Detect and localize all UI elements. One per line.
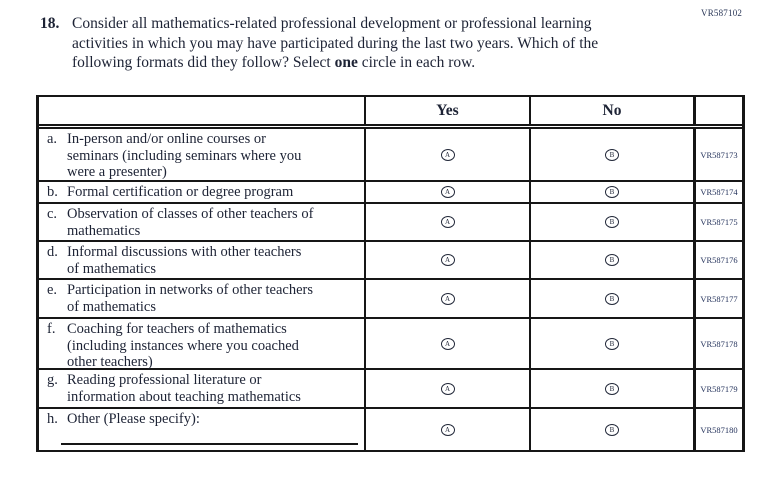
row-text: Other (Please specify): [67,411,200,427]
table-row: h. Other (Please specify): A B VR587180 [39,409,742,450]
no-cell: B [531,182,696,202]
question-number: 18. [40,15,60,32]
yes-cell: A [366,409,531,450]
question-block: 18. Consider all mathematics-related pro… [40,14,712,73]
row-text: Informal discussions with other teachers… [67,244,302,277]
yes-option-bubble[interactable]: A [440,337,455,350]
no-option-bubble[interactable]: B [605,216,619,228]
row-label: f. [47,321,56,337]
header-stem-empty [39,97,366,124]
no-option-bubble[interactable]: B [605,423,619,436]
row-code: VR587176 [700,255,738,265]
row-stem-cell: f. Coaching for teachers of mathematics … [39,319,366,370]
row-text: Formal certification or degree program [67,184,294,200]
row-label: h. [47,411,58,427]
no-cell: B [531,280,696,317]
no-cell: B [531,242,696,278]
row-code: VR587179 [700,383,738,394]
row-text: Participation in networks of other teach… [67,282,314,315]
yes-option-bubble[interactable]: A [440,382,455,395]
row-label: c. [47,206,58,222]
yes-option-bubble[interactable]: A [440,423,455,436]
row-stem-cell: c. Observation of classes of other teach… [39,204,366,240]
no-option-bubble[interactable]: B [605,292,619,305]
yes-option-bubble[interactable]: A [440,254,455,266]
row-label: b. [47,184,58,200]
no-option-bubble[interactable]: B [605,382,619,395]
row-label: e. [47,282,58,298]
no-cell: B [531,204,696,240]
table-body: a. In-person and/or online courses or se… [39,129,742,450]
yes-cell: A [366,182,531,202]
row-label: g. [47,372,58,388]
question-text: Consider all mathematics-related profess… [72,14,712,73]
yes-option-bubble[interactable]: A [440,148,455,161]
row-code: VR587180 [700,424,738,435]
question-text-before: Consider all mathematics-related profess… [72,15,599,71]
no-cell: B [531,370,696,407]
row-stem-cell: g. Reading professional literature or in… [39,370,366,407]
table-row: a. In-person and/or online courses or se… [39,129,742,182]
no-cell: B [531,409,696,450]
row-text: Reading professional literature or infor… [67,372,301,405]
table-row: e. Participation in networks of other te… [39,280,742,319]
row-text: In-person and/or online courses or semin… [67,131,302,180]
table-row: d. Informal discussions with other teach… [39,242,742,280]
yes-cell: A [366,280,531,317]
table-row: g. Reading professional literature or in… [39,370,742,409]
row-stem-cell: h. Other (Please specify): [39,409,366,450]
no-cell: B [531,319,696,368]
yes-option-bubble[interactable]: A [440,186,455,198]
yes-cell: A [366,242,531,278]
yes-cell: A [366,370,531,407]
no-option-bubble[interactable]: B [605,148,619,161]
no-option-bubble[interactable]: B [605,186,619,198]
row-label: a. [47,131,58,147]
no-option-bubble[interactable]: B [605,337,619,350]
row-code: VR587178 [700,338,738,349]
no-cell: B [531,129,696,180]
table-row: b. Formal certification or degree progra… [39,182,742,204]
row-stem-cell: a. In-person and/or online courses or se… [39,129,366,180]
yes-option-bubble[interactable]: A [440,216,455,228]
row-stem-cell: d. Informal discussions with other teach… [39,242,366,278]
table-row: f. Coaching for teachers of mathematics … [39,319,742,370]
row-code: VR587175 [700,217,738,227]
yes-option-bubble[interactable]: A [440,292,455,305]
question-text-after: circle in each row. [357,54,476,71]
question-text-bold: one [334,54,358,71]
row-text: Observation of classes of other teachers… [67,206,314,239]
pd-formats-table: Yes No a. In-person and/or online course… [36,95,745,452]
row-text: Coaching for teachers of mathematics (in… [67,321,299,370]
header-no: No [531,97,696,124]
form-code: VR587102 [701,8,743,18]
row-code: VR587177 [700,293,738,304]
yes-cell: A [366,204,531,240]
no-option-bubble[interactable]: B [605,254,619,266]
row-stem-cell: b. Formal certification or degree progra… [39,182,366,202]
table-header-row: Yes No [39,97,742,129]
other-specify-line[interactable] [61,443,358,445]
yes-cell: A [366,129,531,180]
header-code-empty [696,97,742,124]
header-yes: Yes [366,97,531,124]
row-code: VR587173 [700,149,738,160]
table-row: c. Observation of classes of other teach… [39,204,742,242]
row-label: d. [47,244,58,260]
yes-cell: A [366,319,531,368]
row-code: VR587174 [700,187,738,197]
row-stem-cell: e. Participation in networks of other te… [39,280,366,317]
